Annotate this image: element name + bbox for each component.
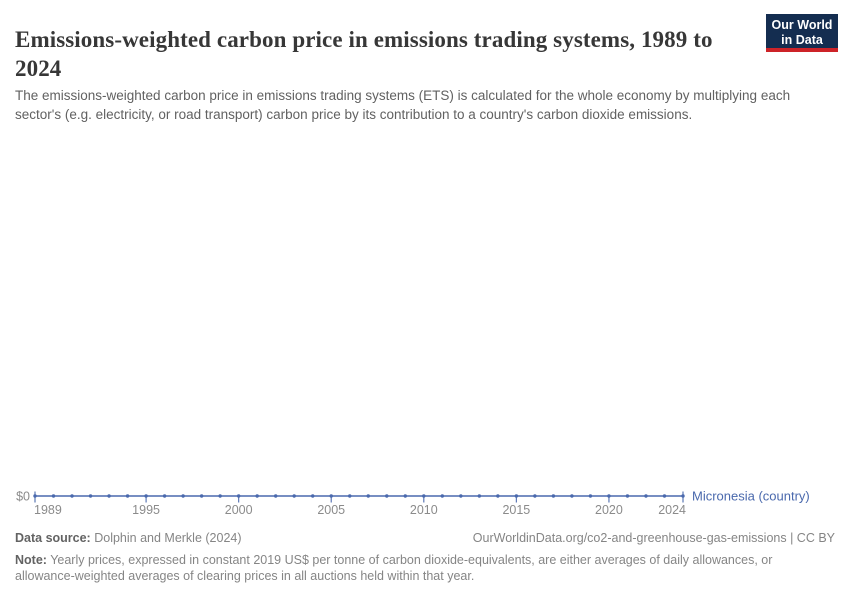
data-point-marker xyxy=(681,494,685,498)
x-tick-label: 2015 xyxy=(502,503,530,517)
data-point-marker xyxy=(496,494,500,498)
data-point-marker xyxy=(255,494,259,498)
data-point-marker xyxy=(70,494,74,498)
owid-logo-line2: in Data xyxy=(781,32,823,47)
data-point-marker xyxy=(403,494,407,498)
chart-title: Emissions-weighted carbon price in emiss… xyxy=(15,27,713,82)
data-point-marker xyxy=(88,494,93,498)
series-entity-label: Micronesia (country) xyxy=(692,489,810,504)
data-point-marker xyxy=(570,494,574,498)
data-point-marker xyxy=(644,494,648,498)
attribution-link[interactable]: OurWorldinData.org/co2-and-greenhouse-ga… xyxy=(472,531,835,545)
data-point-marker xyxy=(292,494,296,498)
data-point-marker xyxy=(607,494,611,498)
data-point-marker xyxy=(144,494,148,498)
data-point-marker xyxy=(218,494,222,498)
data-point-marker xyxy=(551,494,556,498)
data-point-marker xyxy=(181,494,185,498)
data-source-value: Dolphin and Merkle (2024) xyxy=(94,531,242,545)
footer-note: Note: Yearly prices, expressed in consta… xyxy=(15,552,815,585)
data-point-marker xyxy=(588,494,593,498)
data-point-marker xyxy=(459,494,463,498)
x-tick-label: 1995 xyxy=(132,503,160,517)
data-point-marker xyxy=(199,494,204,498)
data-point-marker xyxy=(533,494,537,498)
owid-logo-line1: Our World xyxy=(771,18,833,32)
owid-logo-text: Our World in Data xyxy=(766,14,838,48)
data-point-marker xyxy=(107,494,111,498)
data-point-marker xyxy=(422,494,426,498)
x-tick-label: 2010 xyxy=(410,503,438,517)
y-axis-label: $0 xyxy=(16,490,30,504)
footer-sources-row: Data source: Dolphin and Merkle (2024) O… xyxy=(15,531,835,545)
data-point-marker xyxy=(33,494,37,498)
owid-logo-red-bar xyxy=(766,47,838,52)
line-chart: 1989 1995 2000 2005 2010 2015 2020 2024 $0 Micron… xyxy=(16,489,810,518)
note-text: Yearly prices, expressed in constant 201… xyxy=(15,553,773,584)
data-point-marker xyxy=(514,494,519,498)
data-point-marker xyxy=(348,494,352,498)
x-tick-label: 1989 xyxy=(34,503,62,517)
x-tick-label: 2024 xyxy=(658,503,686,517)
data-source-text: Data source: Dolphin and Merkle (2024) xyxy=(15,531,242,545)
x-tick-label: 2000 xyxy=(225,503,253,517)
data-point-marker xyxy=(236,494,241,498)
chart-subtitle: The emissions-weighted carbon price in e… xyxy=(15,87,791,123)
data-point-marker xyxy=(477,494,482,498)
x-tick-label: 2020 xyxy=(595,503,623,517)
data-point-marker xyxy=(162,494,167,498)
data-point-marker xyxy=(662,494,667,498)
data-point-marker xyxy=(329,494,333,498)
owid-logo: Our World in Data xyxy=(766,14,838,52)
data-point-marker xyxy=(625,494,630,498)
data-point-marker xyxy=(125,494,130,498)
data-point-marker xyxy=(385,494,389,498)
x-tick-label: 2005 xyxy=(317,503,345,517)
data-point-marker xyxy=(311,494,315,498)
data-source-label: Data source: xyxy=(15,531,91,545)
data-point-marker xyxy=(440,494,445,498)
data-point-marker xyxy=(366,494,370,498)
note-label: Note: xyxy=(15,553,47,567)
data-point-marker xyxy=(273,494,278,498)
data-point-marker xyxy=(51,494,56,498)
chart-canvas: 1989 1995 2000 2005 2010 2015 2020 2024 $0 Micron… xyxy=(0,483,850,523)
